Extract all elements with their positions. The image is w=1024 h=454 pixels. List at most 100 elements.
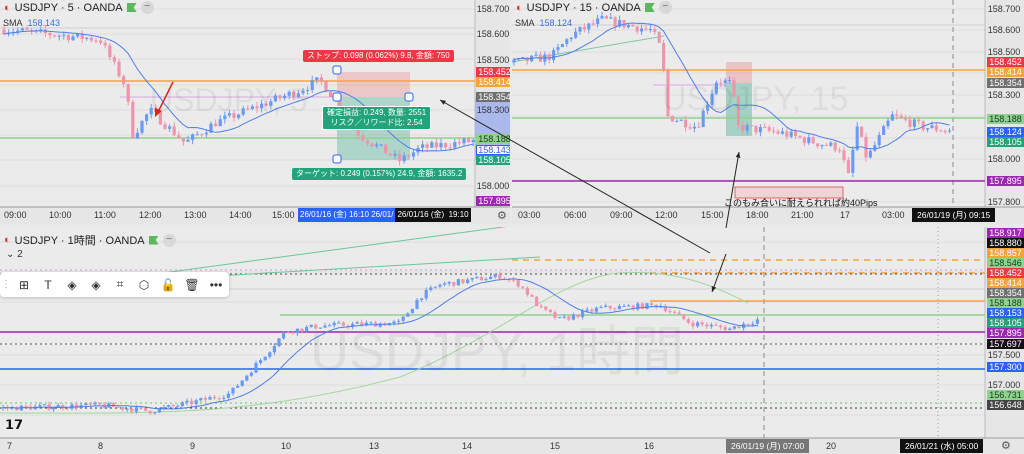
candle <box>677 312 681 315</box>
candle <box>222 397 226 399</box>
candle <box>714 324 718 326</box>
candle <box>162 406 166 409</box>
candle <box>755 319 760 324</box>
delete-icon[interactable]: 🗑 <box>184 277 200 292</box>
candle <box>370 143 374 147</box>
price-tick: 157.000 <box>987 379 1021 390</box>
price-tick: 158.500 <box>476 54 510 65</box>
candle <box>675 120 679 122</box>
line-color-icon[interactable]: ◈ <box>91 277 101 292</box>
collapse-button[interactable]: − <box>162 233 176 247</box>
candle <box>578 26 582 32</box>
candle <box>560 44 564 48</box>
candle <box>415 299 419 309</box>
candle <box>718 325 723 328</box>
price-tag: 158.124 <box>987 127 1024 138</box>
candle <box>20 28 25 31</box>
candle <box>402 155 406 162</box>
candle <box>356 126 360 136</box>
drag-handle-icon[interactable]: ⋮ <box>1 279 11 290</box>
candle <box>281 332 286 339</box>
candle <box>245 375 249 381</box>
candle <box>301 90 305 94</box>
symbol-title[interactable]: ◐ USDJPY · 5 · OANDA − <box>4 1 154 14</box>
candle <box>117 61 121 77</box>
chart-panel-1h[interactable]: USDJPY, 1時間 ◐ USDJPY · 1時間 · OANDA − ⌄ 2 ⋮… <box>0 227 1024 454</box>
sma-legend[interactable]: SMA 158.143 <box>3 18 60 28</box>
candle <box>728 328 732 331</box>
collapse-button[interactable]: − <box>658 1 672 14</box>
symbol-title[interactable]: ◐ USDJPY · 15 · OANDA − <box>516 1 672 14</box>
sma-label: SMA <box>515 18 535 28</box>
settings-gear-icon[interactable]: ⚙ <box>1001 440 1011 452</box>
price-tick: 158.000 <box>987 153 1021 164</box>
candle <box>645 303 649 309</box>
candle <box>930 125 934 129</box>
candle <box>539 306 543 308</box>
candle <box>511 279 516 281</box>
price-tag: 158.452 <box>987 268 1024 278</box>
price-tag: 157.895 <box>476 196 510 206</box>
candle <box>89 37 94 41</box>
candle <box>434 142 439 148</box>
candle <box>131 101 135 139</box>
fill-color-icon[interactable]: ◈ <box>67 277 77 292</box>
candle <box>622 306 626 308</box>
candle <box>217 398 221 400</box>
chart-panel-5m[interactable]: USDJPY, 5 ◐ USDJPY · 5 · OANDA − SMA 158.14… <box>0 0 510 224</box>
candle <box>148 410 152 414</box>
candle <box>530 294 534 297</box>
candle <box>697 126 701 128</box>
settings-gear-icon[interactable]: ⚙ <box>497 210 507 222</box>
candle <box>767 127 771 131</box>
price-tag: 158.188 <box>987 298 1024 308</box>
price-tick: 158.300 <box>987 89 1021 100</box>
sma-legend[interactable]: SMA 158.124 <box>515 18 572 28</box>
candle <box>682 314 686 320</box>
more-icon[interactable]: ••• <box>209 277 223 292</box>
price-tag: 157.895 <box>987 176 1024 187</box>
candle <box>163 124 167 129</box>
candle <box>833 142 837 151</box>
candle <box>250 106 255 110</box>
candle <box>582 26 586 30</box>
candle <box>807 137 811 144</box>
candle <box>153 412 157 414</box>
indicators-toggle[interactable]: ⌄ 2 <box>6 249 23 260</box>
chart-template-icon[interactable]: ⌗ <box>116 277 124 291</box>
unlock-icon[interactable]: 🔓 <box>160 277 176 292</box>
candle <box>135 132 140 139</box>
chart-panel-15m[interactable]: USDJPY, 15 ◐ USDJPY · 15 · OANDA − SMA 158.… <box>512 0 1024 224</box>
candle <box>662 42 666 71</box>
candle <box>635 26 639 32</box>
symbol-title[interactable]: ◐ USDJPY · 1時間 · OANDA − <box>4 232 176 248</box>
time-tick: 03:00 <box>518 210 541 220</box>
candle <box>194 400 198 405</box>
grid-add-icon[interactable]: ⊞ <box>18 277 30 292</box>
candle <box>120 407 125 410</box>
candle <box>860 126 864 137</box>
settings-icon[interactable]: ⬡ <box>138 277 150 292</box>
drag-handle <box>332 92 342 102</box>
cursor-time: 26/01/19 (月) 09:15 <box>912 208 996 222</box>
time-tick: 21:00 <box>791 210 814 220</box>
candle <box>411 152 416 157</box>
candle <box>672 311 677 313</box>
candle <box>745 125 749 131</box>
candle <box>420 144 425 148</box>
candle <box>882 126 886 135</box>
candle <box>471 139 475 143</box>
candle <box>657 32 661 43</box>
candle <box>39 29 43 31</box>
time-tick: 09:00 <box>4 210 27 220</box>
candle <box>557 317 562 319</box>
candle <box>648 28 652 30</box>
candle <box>498 274 502 279</box>
candle <box>232 113 236 118</box>
candle <box>456 279 461 286</box>
text-icon[interactable]: T <box>44 277 52 292</box>
collapse-button[interactable]: − <box>140 1 154 14</box>
candle <box>314 324 318 329</box>
red-arrowhead <box>155 108 162 117</box>
price-tag: 158.354 <box>476 91 510 102</box>
